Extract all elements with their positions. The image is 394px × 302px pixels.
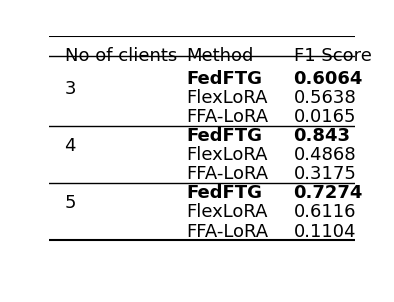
Text: FlexLoRA: FlexLoRA [187,204,268,221]
Text: FlexLoRA: FlexLoRA [187,146,268,164]
Text: FedFTG: FedFTG [187,127,263,145]
Text: FedFTG: FedFTG [187,70,263,88]
Text: Method: Method [187,47,254,65]
Text: 0.5638: 0.5638 [294,89,356,107]
Text: FFA-LoRA: FFA-LoRA [187,165,269,183]
Text: 0.6116: 0.6116 [294,204,356,221]
Text: 3: 3 [65,80,76,98]
Text: 5: 5 [65,194,76,212]
Text: 0.1104: 0.1104 [294,223,356,240]
Text: 0.3175: 0.3175 [294,165,357,183]
Text: 4: 4 [65,137,76,155]
Text: FlexLoRA: FlexLoRA [187,89,268,107]
Text: FedFTG: FedFTG [187,184,263,202]
Text: FFA-LoRA: FFA-LoRA [187,108,269,126]
Text: 0.843: 0.843 [294,127,351,145]
Text: F1 Score: F1 Score [294,47,372,65]
Text: FFA-LoRA: FFA-LoRA [187,223,269,240]
Text: No of clients: No of clients [65,47,177,65]
Text: 0.6064: 0.6064 [294,70,363,88]
Text: 0.0165: 0.0165 [294,108,356,126]
Text: 0.4868: 0.4868 [294,146,356,164]
Text: 0.7274: 0.7274 [294,184,363,202]
